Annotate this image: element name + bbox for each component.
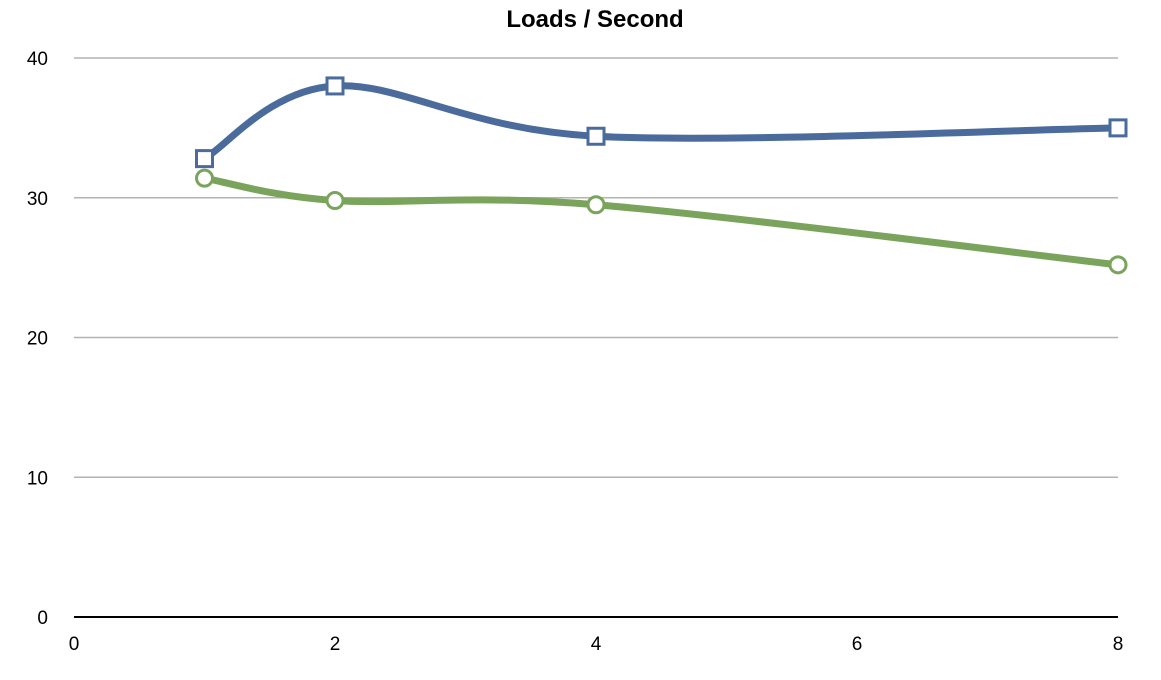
- data-point-circle: [1108, 255, 1128, 275]
- y-tick-label: 30: [27, 189, 48, 210]
- x-tick-label: 4: [591, 634, 602, 655]
- series-1: [195, 168, 1128, 275]
- series-line-1: [201, 174, 1122, 269]
- x-tick-label: 6: [852, 634, 863, 655]
- y-tick-label: 40: [27, 49, 48, 70]
- series-layer: [195, 76, 1128, 275]
- data-point-square: [195, 149, 214, 169]
- series-line-0: [201, 82, 1122, 163]
- y-tick-label: 20: [27, 329, 48, 350]
- x-tick-label: 0: [69, 634, 80, 655]
- data-point-square: [325, 76, 345, 96]
- series-0: [195, 76, 1128, 169]
- chart-title: Loads / Second: [506, 6, 683, 33]
- x-tick-label: 8: [1113, 634, 1124, 655]
- data-point-square: [586, 126, 606, 146]
- axis-layer: 0 10 20 30 40 0 2 4 6 8: [27, 49, 1123, 655]
- y-tick-label: 0: [37, 608, 48, 629]
- data-point-square: [1108, 118, 1128, 138]
- grid-layer: [74, 57, 1118, 478]
- x-tick-label: 2: [330, 634, 341, 655]
- data-point-circle: [325, 191, 345, 211]
- data-point-circle: [195, 168, 214, 188]
- y-tick-label: 10: [27, 468, 48, 489]
- data-point-circle: [586, 195, 606, 215]
